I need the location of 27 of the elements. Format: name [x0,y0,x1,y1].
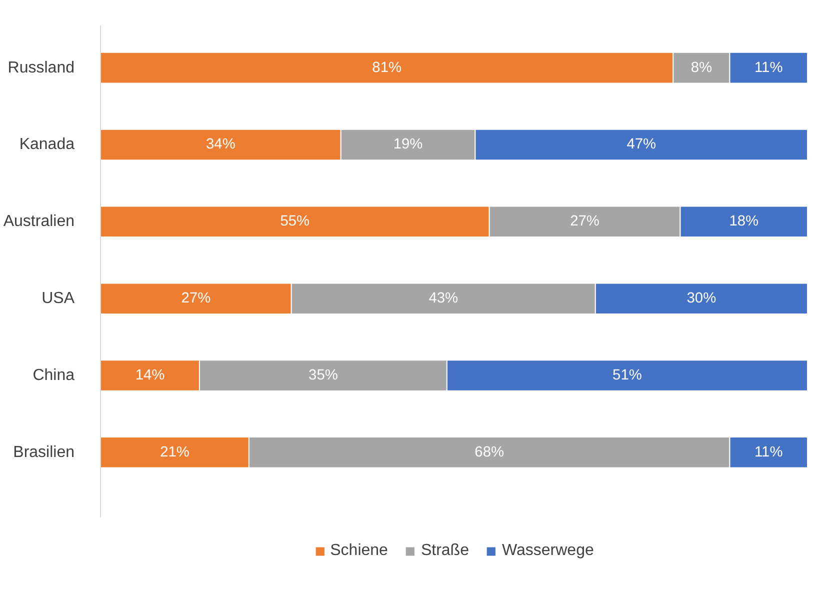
data-label: 51% [612,368,642,384]
y-tick-label: Kanada [19,136,75,154]
y-tick-label: Russland [8,59,74,76]
legend-label: Wasserwege [502,542,594,560]
data-label: 27% [570,214,600,230]
y-tick-label: China [32,367,75,384]
data-label: 21% [160,444,190,460]
y-tick-label: Brasilien [13,444,74,461]
legend-label: Straße [420,542,469,560]
data-label: 14% [135,368,165,384]
data-label: 11% [754,60,783,76]
legend-label: Schiene [330,542,388,560]
data-label: 30% [686,290,716,307]
data-label: 18% [729,214,759,230]
data-label: 68% [474,444,504,460]
data-label: 55% [280,214,310,230]
data-label: 43% [428,290,458,307]
data-label: 81% [372,60,402,76]
data-label: 19% [393,136,423,153]
data-label: 8% [690,60,712,76]
y-tick-label: USA [42,290,75,308]
data-label: 27% [181,290,211,307]
data-label: 35% [308,368,338,384]
data-label: 11% [754,444,783,460]
y-tick-label: Australien [3,213,75,230]
data-label: 34% [206,136,236,153]
data-label: 47% [626,136,656,153]
